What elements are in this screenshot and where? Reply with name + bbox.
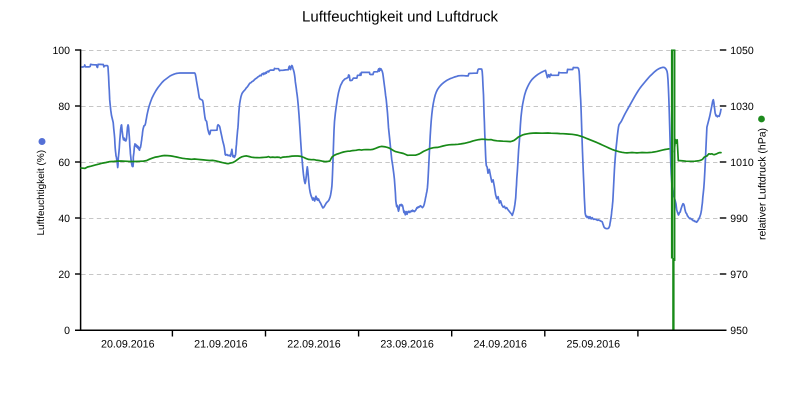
svg-text:950: 950 xyxy=(730,325,748,337)
svg-text:20.09.2016: 20.09.2016 xyxy=(101,339,155,351)
svg-text:24.09.2016: 24.09.2016 xyxy=(473,339,527,351)
svg-text:990: 990 xyxy=(730,213,748,225)
svg-text:1010: 1010 xyxy=(730,157,754,169)
svg-text:22.09.2016: 22.09.2016 xyxy=(287,339,341,351)
svg-text:0: 0 xyxy=(64,325,70,337)
svg-text:21.09.2016: 21.09.2016 xyxy=(194,339,248,351)
svg-text:970: 970 xyxy=(730,269,748,281)
svg-text:25.09.2016: 25.09.2016 xyxy=(567,339,621,351)
svg-text:40: 40 xyxy=(58,213,70,225)
svg-text:Luftfeuchtigkeit und Luftdruck: Luftfeuchtigkeit und Luftdruck xyxy=(302,9,498,26)
svg-text:Luftfeuchtigkeit (%): Luftfeuchtigkeit (%) xyxy=(36,150,47,236)
svg-text:23.09.2016: 23.09.2016 xyxy=(380,339,434,351)
svg-text:1050: 1050 xyxy=(730,45,754,57)
svg-text:80: 80 xyxy=(58,101,70,113)
svg-text:1030: 1030 xyxy=(730,101,754,113)
svg-text:relativer Luftdruck (hPa): relativer Luftdruck (hPa) xyxy=(757,128,769,240)
svg-text:100: 100 xyxy=(52,45,70,57)
svg-text:60: 60 xyxy=(58,157,70,169)
svg-text:20: 20 xyxy=(58,269,70,281)
